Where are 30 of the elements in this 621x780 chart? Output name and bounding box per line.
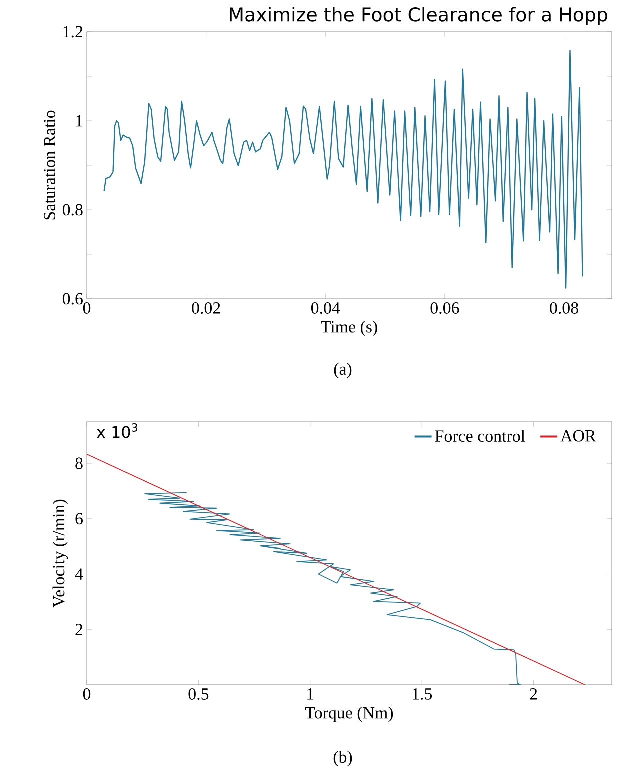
y-tick-label: 0.6: [62, 293, 83, 305]
chart-title: Maximize the Foot Clearance for a Hopp: [230, 7, 608, 26]
x-tick-label: 0: [83, 688, 91, 700]
legend-label: Force control: [435, 430, 526, 442]
x-axis-title: Time (s): [321, 320, 378, 336]
x-tick-label: 0.06: [430, 302, 460, 314]
y-tick-label: 1: [76, 115, 82, 127]
x-axis-title: Torque (Nm): [305, 706, 394, 722]
x-tick-label: 0.08: [550, 302, 578, 314]
x-tick-label: 0.5: [188, 688, 209, 700]
text: (a): [334, 363, 352, 378]
x-tick-label: 0.04: [311, 302, 340, 314]
line-series: [144, 492, 522, 685]
x-tick-label: 1.5: [413, 688, 432, 700]
x-tick-label: 1: [308, 688, 314, 700]
y-tick-label: 4: [75, 568, 84, 580]
x-tick-label: 0.02: [192, 302, 220, 314]
legend-label: AOR: [560, 430, 596, 442]
y-axis-title: Velocity (r/min): [52, 500, 68, 608]
x-tick-label: 2: [530, 688, 538, 700]
annotation: x 10$^{3}$: [96, 424, 138, 438]
y-tick-label: 8: [76, 458, 83, 470]
y-tick-label: 2: [76, 624, 83, 636]
y-tick-label: 1.2: [64, 26, 83, 38]
y-axis-title: Saturation Ratio: [44, 110, 56, 220]
y-tick-label: 0.8: [62, 204, 83, 216]
y-tick-label: 6: [76, 513, 83, 525]
line-series: [104, 50, 584, 289]
x-tick-label: 0: [83, 302, 91, 314]
text: (b): [334, 751, 352, 766]
